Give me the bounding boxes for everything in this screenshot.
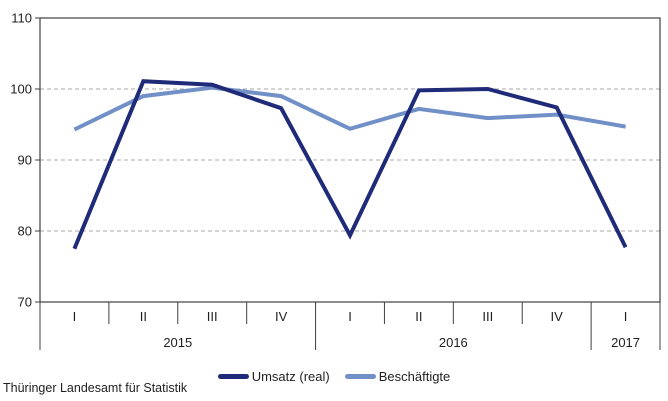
svg-text:90: 90 bbox=[18, 153, 32, 168]
legend-label-beschaeftigte: Beschäftigte bbox=[378, 369, 451, 384]
legend-label-umsatz: Umsatz (real) bbox=[251, 369, 330, 384]
svg-text:III: III bbox=[482, 309, 493, 324]
quarterly-line-chart: 70 80 90 100 110 I II III IV I II III IV I 2015 2016 201… bbox=[10, 11, 661, 350]
svg-text:2017: 2017 bbox=[611, 335, 640, 350]
svg-text:70: 70 bbox=[18, 295, 32, 310]
svg-text:2016: 2016 bbox=[439, 335, 468, 350]
svg-text:IV: IV bbox=[551, 309, 564, 324]
svg-text:2015: 2015 bbox=[163, 335, 192, 350]
umsatz-line-swatch-icon bbox=[217, 374, 249, 379]
svg-text:I: I bbox=[73, 309, 77, 324]
beschaeftigte-line-swatch-icon bbox=[344, 374, 376, 379]
svg-text:I: I bbox=[624, 309, 628, 324]
legend-item-umsatz: Umsatz (real) bbox=[217, 369, 330, 384]
legend-item-beschaeftigte: Beschäftigte bbox=[344, 369, 451, 384]
svg-text:110: 110 bbox=[11, 11, 32, 26]
chart-legend: Umsatz (real) Beschäftigte bbox=[0, 369, 668, 384]
svg-text:IV: IV bbox=[275, 309, 288, 324]
svg-text:III: III bbox=[207, 309, 218, 324]
svg-text:100: 100 bbox=[10, 82, 32, 97]
svg-text:II: II bbox=[415, 309, 422, 324]
svg-text:II: II bbox=[140, 309, 147, 324]
svg-text:80: 80 bbox=[18, 224, 32, 239]
source-attribution: Thüringer Landesamt für Statistik bbox=[3, 381, 188, 395]
svg-text:I: I bbox=[348, 309, 352, 324]
